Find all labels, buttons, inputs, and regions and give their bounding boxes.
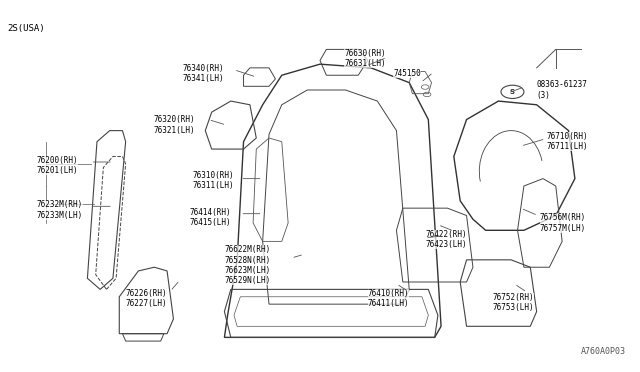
Text: 2S(USA): 2S(USA)	[8, 23, 45, 32]
Text: 76200(RH)
76201(LH): 76200(RH) 76201(LH)	[36, 156, 78, 175]
Text: 76756M(RH)
76757M(LH): 76756M(RH) 76757M(LH)	[540, 213, 586, 232]
Text: 76630(RH)
76631(LH): 76630(RH) 76631(LH)	[344, 49, 386, 68]
Text: 76410(RH)
76411(LH): 76410(RH) 76411(LH)	[368, 289, 410, 308]
Text: 76752(RH)
76753(LH): 76752(RH) 76753(LH)	[492, 293, 534, 312]
Text: A760A0P03: A760A0P03	[581, 347, 626, 356]
Text: 76226(RH)
76227(LH): 76226(RH) 76227(LH)	[125, 289, 167, 308]
Text: 76710(RH)
76711(LH): 76710(RH) 76711(LH)	[546, 132, 588, 151]
Text: 76622M(RH)
76528N(RH)
76623M(LH)
76529N(LH): 76622M(RH) 76528N(RH) 76623M(LH) 76529N(…	[225, 245, 271, 285]
Text: 745150: 745150	[394, 69, 421, 78]
Text: S: S	[510, 89, 515, 95]
Text: 76422(RH)
76423(LH): 76422(RH) 76423(LH)	[425, 230, 467, 249]
Text: 76232M(RH)
76233M(LH): 76232M(RH) 76233M(LH)	[36, 200, 83, 220]
Text: 76414(RH)
76415(LH): 76414(RH) 76415(LH)	[189, 208, 231, 227]
Text: 76310(RH)
76311(LH): 76310(RH) 76311(LH)	[193, 171, 234, 190]
Text: 76320(RH)
76321(LH): 76320(RH) 76321(LH)	[153, 115, 195, 135]
Text: 08363-61237
(3): 08363-61237 (3)	[537, 80, 588, 100]
Text: 76340(RH)
76341(LH): 76340(RH) 76341(LH)	[183, 64, 225, 83]
